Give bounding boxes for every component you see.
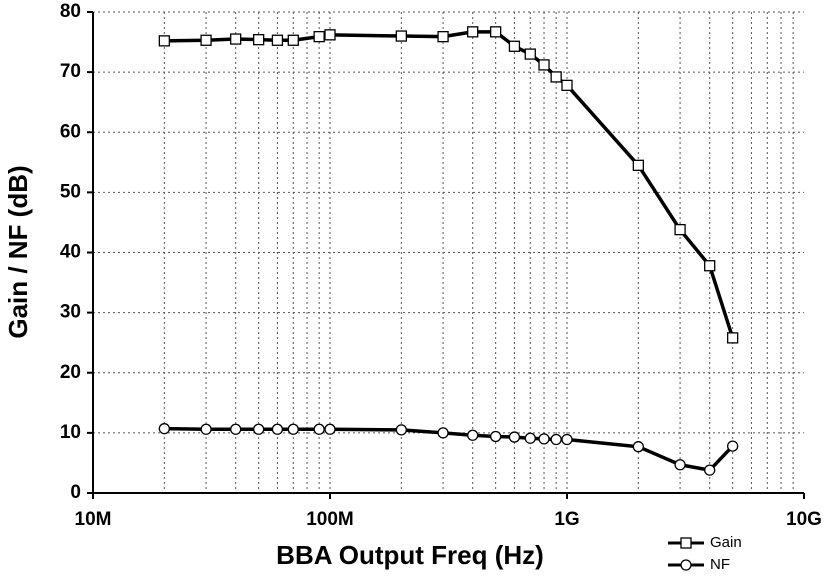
marker xyxy=(561,79,573,92)
series-line xyxy=(164,426,734,472)
marker xyxy=(704,464,716,476)
marker xyxy=(467,429,479,441)
x-tick-label: 10M xyxy=(75,509,112,530)
marker xyxy=(490,430,502,443)
y-tick-label: 20 xyxy=(60,362,81,383)
marker xyxy=(727,440,739,452)
marker xyxy=(271,423,284,435)
y-tick-label: 40 xyxy=(60,242,81,263)
marker xyxy=(287,34,299,46)
marker xyxy=(395,424,407,436)
marker xyxy=(727,332,739,344)
y-axis-title: Gain / NF (dB) xyxy=(3,165,33,338)
marker xyxy=(538,59,550,71)
marker xyxy=(324,29,336,41)
marker xyxy=(253,34,265,46)
x-axis-title: BBA Output Freq (Hz) xyxy=(276,540,544,570)
marker xyxy=(324,423,336,435)
marker xyxy=(230,423,242,435)
legend-marker xyxy=(680,559,692,571)
marker xyxy=(490,26,502,38)
marker xyxy=(158,423,170,435)
marker xyxy=(437,427,449,439)
marker xyxy=(632,441,644,453)
marker xyxy=(550,433,562,446)
y-tick-label: 70 xyxy=(60,61,81,82)
marker xyxy=(704,260,716,272)
y-tick-label: 30 xyxy=(60,302,81,323)
marker xyxy=(561,433,573,446)
marker xyxy=(674,224,686,236)
marker xyxy=(437,31,449,43)
marker xyxy=(200,34,212,46)
marker xyxy=(158,35,170,47)
marker xyxy=(524,48,536,60)
y-tick-label: 80 xyxy=(60,1,81,22)
marker xyxy=(508,431,521,443)
marker xyxy=(271,34,284,46)
marker xyxy=(313,31,325,43)
marker xyxy=(287,423,299,435)
legend-label: Gain xyxy=(710,534,742,551)
series-line xyxy=(164,30,735,339)
y-tick-label: 50 xyxy=(60,181,81,202)
x-tick-label: 1G xyxy=(554,509,579,530)
marker xyxy=(524,432,536,444)
y-tick-label: 60 xyxy=(60,121,81,142)
legend-marker xyxy=(680,537,692,549)
y-tick-label: 0 xyxy=(70,482,81,503)
marker xyxy=(674,459,686,471)
marker xyxy=(253,423,265,435)
x-tick-label: 100M xyxy=(306,509,354,530)
marker xyxy=(467,26,479,38)
marker xyxy=(550,71,562,83)
marker xyxy=(508,40,521,52)
marker xyxy=(538,433,550,445)
marker xyxy=(313,423,325,435)
marker xyxy=(395,30,407,42)
x-tick-label: 10G xyxy=(786,509,822,530)
marker xyxy=(200,423,212,435)
marker xyxy=(632,159,644,171)
legend-label: NF xyxy=(710,556,730,573)
y-tick-label: 10 xyxy=(60,422,81,443)
marker xyxy=(230,33,242,45)
